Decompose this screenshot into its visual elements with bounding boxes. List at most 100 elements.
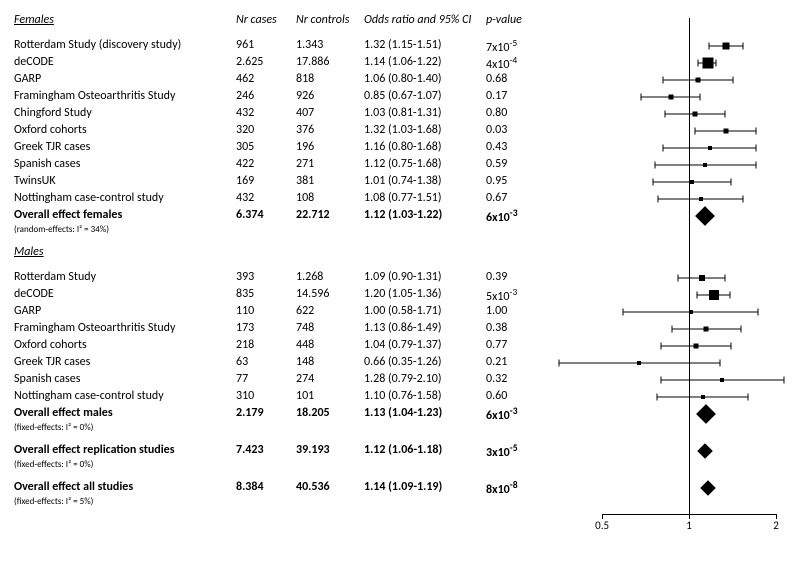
study-name: Oxford cohorts <box>14 337 236 354</box>
study-name: Greek TJR cases <box>14 354 236 371</box>
n-cases: 393 <box>236 269 296 286</box>
n-controls: 381 <box>296 173 364 190</box>
n-controls: 376 <box>296 122 364 139</box>
n-cases: 169 <box>236 173 296 190</box>
study-name: Overall effect replication studies <box>14 442 236 459</box>
odds-ratio: 0.85 (0.67-1.07) <box>364 88 486 105</box>
odds-ratio: 1.08 (0.77-1.51) <box>364 190 486 207</box>
odds-ratio: 1.20 (1.05-1.36) <box>364 286 486 303</box>
n-controls: 14.596 <box>296 286 364 303</box>
odds-ratio: 1.09 (0.90-1.31) <box>364 269 486 286</box>
axis-tick-label: 0.5 <box>595 519 609 532</box>
odds-ratio: 1.13 (1.04-1.23) <box>364 405 486 422</box>
n-cases: 7.423 <box>236 442 296 459</box>
axis-tick-label: 1 <box>686 519 692 532</box>
n-controls: 271 <box>296 156 364 173</box>
odds-ratio: 1.06 (0.80-1.40) <box>364 71 486 88</box>
n-cases: 310 <box>236 388 296 405</box>
section-title-females: Females <box>14 12 236 29</box>
note-text: (random-effects: I² = 34%) <box>14 224 236 236</box>
n-cases: 63 <box>236 354 296 371</box>
odds-ratio: 1.16 (0.80-1.68) <box>364 139 486 156</box>
study-name: Chingford Study <box>14 105 236 122</box>
n-controls: 1.268 <box>296 269 364 286</box>
n-cases: 2.179 <box>236 405 296 422</box>
reference-line <box>689 18 690 514</box>
study-name: Spanish cases <box>14 371 236 388</box>
p-value: 1.00 <box>486 303 540 320</box>
n-controls: 22.712 <box>296 207 364 224</box>
n-controls: 1.343 <box>296 37 364 54</box>
n-cases: 320 <box>236 122 296 139</box>
odds-ratio: 1.12 (1.06-1.18) <box>364 442 486 459</box>
header-or: Odds ratio and 95% CI <box>364 12 486 29</box>
p-value: 0.77 <box>486 337 540 354</box>
n-cases: 8.384 <box>236 479 296 496</box>
n-controls: 40.536 <box>296 479 364 496</box>
odds-ratio: 1.14 (1.06-1.22) <box>364 54 486 71</box>
p-value: 0.03 <box>486 122 540 139</box>
odds-ratio: 1.13 (0.86-1.49) <box>364 320 486 337</box>
study-name: Spanish cases <box>14 156 236 173</box>
note-text: (fixed-effects: I² = 5%) <box>14 496 236 508</box>
n-cases: 835 <box>236 286 296 303</box>
study-name: deCODE <box>14 286 236 303</box>
study-name: Rotterdam Study <box>14 269 236 286</box>
forest-plot-axis-area: 0.5 1 2 <box>538 12 788 532</box>
odds-ratio: 1.28 (0.79-2.10) <box>364 371 486 388</box>
odds-ratio: 1.04 (0.79-1.37) <box>364 337 486 354</box>
header-cases: Nr cases <box>236 12 296 29</box>
p-value: 0.21 <box>486 354 540 371</box>
p-value: 0.38 <box>486 320 540 337</box>
n-cases: 462 <box>236 71 296 88</box>
n-cases: 110 <box>236 303 296 320</box>
study-name: GARP <box>14 71 236 88</box>
odds-ratio: 1.10 (0.76-1.58) <box>364 388 486 405</box>
p-value: 6x10-3 <box>486 205 540 227</box>
n-cases: 218 <box>236 337 296 354</box>
study-name: Nottingham case-control study <box>14 388 236 405</box>
study-name: Greek TJR cases <box>14 139 236 156</box>
n-controls: 407 <box>296 105 364 122</box>
study-name: Framingham Osteoarthritis Study <box>14 88 236 105</box>
p-value: 0.59 <box>486 156 540 173</box>
p-value: 8x10-8 <box>486 477 540 499</box>
header-pvalue: p-value <box>486 12 540 29</box>
n-controls: 818 <box>296 71 364 88</box>
axis-tick-label: 2 <box>773 519 779 532</box>
p-value: 0.17 <box>486 88 540 105</box>
note-text: (fixed-effects: I² = 0%) <box>14 459 236 471</box>
n-controls: 448 <box>296 337 364 354</box>
n-controls: 622 <box>296 303 364 320</box>
p-value: 0.95 <box>486 173 540 190</box>
p-value: 0.32 <box>486 371 540 388</box>
n-cases: 173 <box>236 320 296 337</box>
n-cases: 305 <box>236 139 296 156</box>
odds-ratio: 1.00 (0.58-1.71) <box>364 303 486 320</box>
study-name: GARP <box>14 303 236 320</box>
p-value: 6x10-3 <box>486 403 540 425</box>
study-name: Rotterdam Study (discovery study) <box>14 37 236 54</box>
n-cases: 432 <box>236 105 296 122</box>
n-controls: 148 <box>296 354 364 371</box>
n-cases: 77 <box>236 371 296 388</box>
odds-ratio: 1.12 (1.03-1.22) <box>364 207 486 224</box>
n-cases: 432 <box>236 190 296 207</box>
n-controls: 108 <box>296 190 364 207</box>
n-controls: 18.205 <box>296 405 364 422</box>
study-name: TwinsUK <box>14 173 236 190</box>
n-cases: 2.625 <box>236 54 296 71</box>
study-name: Overall effect males <box>14 405 236 422</box>
odds-ratio: 1.03 (0.81-1.31) <box>364 105 486 122</box>
header-controls: Nr controls <box>296 12 364 29</box>
n-controls: 274 <box>296 371 364 388</box>
note-text: (fixed-effects: I² = 0%) <box>14 422 236 434</box>
n-cases: 422 <box>236 156 296 173</box>
odds-ratio: 1.01 (0.74-1.38) <box>364 173 486 190</box>
study-name: Overall effect all studies <box>14 479 236 496</box>
p-value: 0.43 <box>486 139 540 156</box>
n-controls: 196 <box>296 139 364 156</box>
n-cases: 961 <box>236 37 296 54</box>
n-cases: 6.374 <box>236 207 296 224</box>
n-controls: 926 <box>296 88 364 105</box>
